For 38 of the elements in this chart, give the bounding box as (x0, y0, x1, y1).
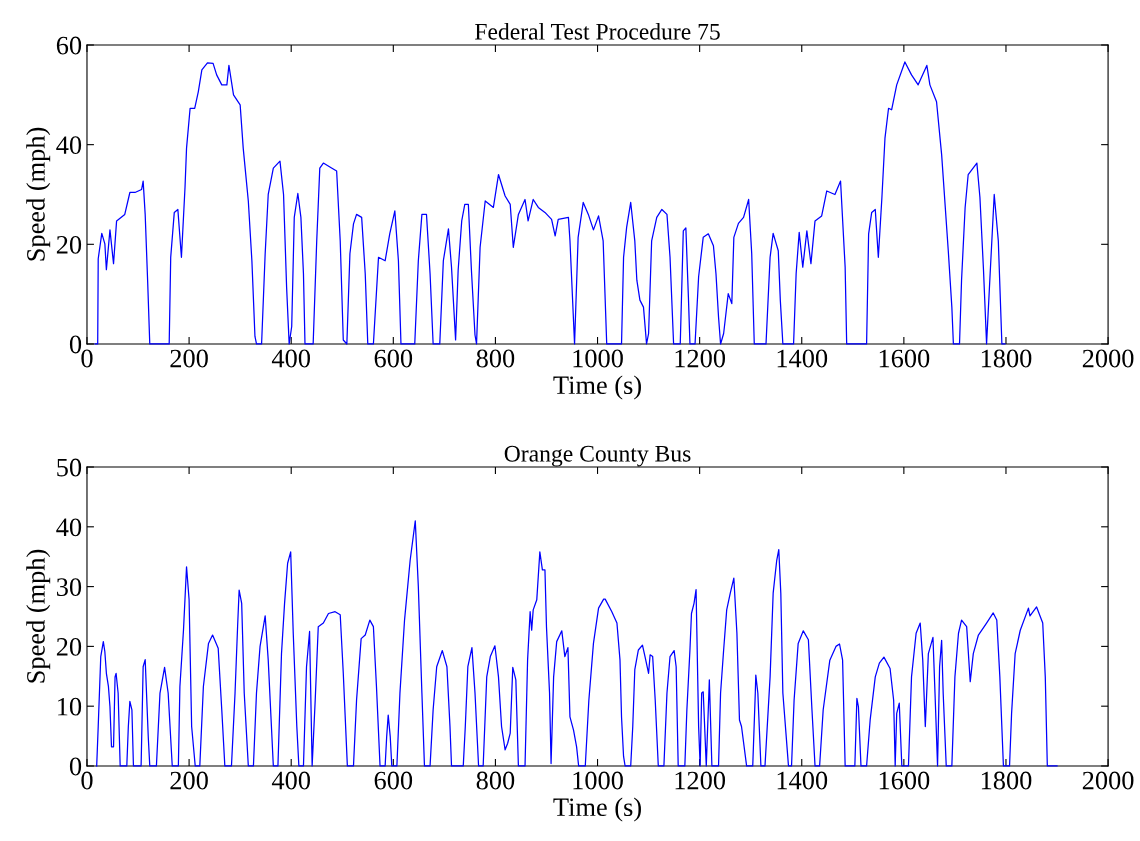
x-tick-label: 800 (476, 771, 515, 790)
y-tick-label: 10 (58, 697, 82, 716)
y-tick-label: 0 (69, 335, 82, 354)
y-axis-title: Speed (mph) (26, 549, 51, 683)
y-tick-label: 20 (56, 638, 82, 656)
x-tick-label: 200 (170, 349, 208, 368)
x-axis-title: Time (s) (553, 797, 641, 822)
line-series (96, 520, 1058, 767)
x-tick-label: 1400 (777, 349, 828, 368)
x-tick-label: 600 (374, 771, 413, 790)
y-tick-label: 50 (57, 458, 82, 477)
x-tick-label: 1000 (573, 349, 623, 368)
y-axis-title: Speed (mph) (26, 127, 51, 261)
y-tick-label: 0 (69, 757, 82, 776)
x-tick-label: 1600 (879, 349, 930, 368)
x-tick-label: 1800 (981, 771, 1032, 790)
x-tick-label: 1200 (675, 349, 726, 368)
x-tick-label: 800 (476, 349, 515, 368)
x-tick-label: 1600 (879, 771, 930, 790)
x-tick-label: 200 (170, 771, 208, 790)
x-tick-label: 400 (271, 349, 310, 368)
x-tick-label: 1400 (777, 771, 828, 790)
x-tick-label: 400 (271, 771, 310, 790)
y-tick-label: 40 (56, 136, 82, 155)
y-tick-label: 20 (56, 235, 82, 254)
y-tick-label: 60 (56, 36, 82, 55)
x-tick-label: 600 (374, 349, 413, 368)
y-tick-label: 40 (56, 518, 82, 537)
chart-title: Orange County Bus (504, 445, 691, 467)
x-tick-label: 1000 (573, 771, 623, 790)
y-tick-label: 30 (56, 578, 82, 597)
x-tick-label: 2000 (1082, 349, 1134, 368)
line-series (94, 61, 1006, 345)
x-tick-label: 2000 (1082, 771, 1134, 790)
x-axis-title: Time (s) (553, 375, 641, 400)
x-tick-label: 1200 (675, 771, 726, 790)
chart-title: Federal Test Procedure 75 (475, 23, 720, 40)
x-tick-label: 1800 (981, 349, 1032, 368)
